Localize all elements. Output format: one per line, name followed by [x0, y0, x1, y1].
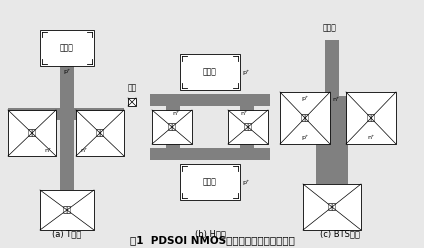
- Text: p⁺: p⁺: [301, 135, 309, 140]
- Bar: [228, 110, 268, 144]
- Text: 漏极: 漏极: [366, 114, 376, 123]
- Bar: [128, 98, 136, 106]
- Text: n⁺: n⁺: [240, 111, 248, 116]
- Bar: [180, 54, 240, 90]
- Bar: [166, 106, 180, 148]
- Bar: [8, 110, 56, 156]
- Text: n⁺: n⁺: [367, 135, 375, 140]
- Text: 体接触: 体接触: [203, 178, 217, 186]
- Bar: [316, 108, 348, 184]
- Bar: [60, 66, 74, 108]
- Text: n⁺: n⁺: [45, 148, 52, 153]
- Text: 源极: 源极: [300, 114, 310, 123]
- Text: 体接触: 体接触: [323, 23, 337, 32]
- Bar: [284, 96, 394, 108]
- Bar: [150, 148, 270, 160]
- Text: (a) T型槽: (a) T型槽: [53, 229, 82, 238]
- Text: 源极: 源极: [28, 128, 36, 137]
- Text: (b) H型槽: (b) H型槽: [195, 229, 226, 238]
- Text: p⁺: p⁺: [301, 96, 309, 101]
- Text: n⁺: n⁺: [173, 111, 180, 116]
- Bar: [40, 190, 94, 230]
- Bar: [346, 92, 396, 144]
- Bar: [180, 164, 240, 200]
- Text: n⁺: n⁺: [80, 148, 87, 153]
- Text: 图1  PDSOI NMOS晶体管常用的体接触结构: 图1 PDSOI NMOS晶体管常用的体接触结构: [130, 235, 294, 245]
- Bar: [152, 110, 192, 144]
- Text: 栅极: 栅极: [327, 203, 337, 212]
- Text: 栅极: 栅极: [62, 206, 72, 215]
- Bar: [60, 120, 74, 190]
- Text: 体接触: 体接触: [203, 67, 217, 76]
- Text: 漏极: 漏极: [167, 123, 177, 131]
- Text: p⁺: p⁺: [242, 69, 249, 75]
- Bar: [303, 184, 361, 230]
- Bar: [325, 40, 339, 100]
- Text: 栅极: 栅极: [127, 83, 137, 92]
- Text: 漏极: 漏极: [95, 128, 105, 137]
- Text: 源极: 源极: [243, 123, 253, 131]
- Text: n⁺: n⁺: [332, 97, 339, 102]
- Text: 体接触: 体接触: [60, 43, 74, 53]
- Bar: [76, 110, 124, 156]
- Bar: [240, 106, 254, 148]
- Bar: [8, 108, 124, 120]
- Text: (c) BTS结构: (c) BTS结构: [320, 229, 360, 238]
- Text: p⁺: p⁺: [63, 69, 71, 74]
- Bar: [150, 94, 270, 106]
- Bar: [280, 92, 330, 144]
- Bar: [40, 30, 94, 66]
- Text: p⁺: p⁺: [242, 179, 249, 185]
